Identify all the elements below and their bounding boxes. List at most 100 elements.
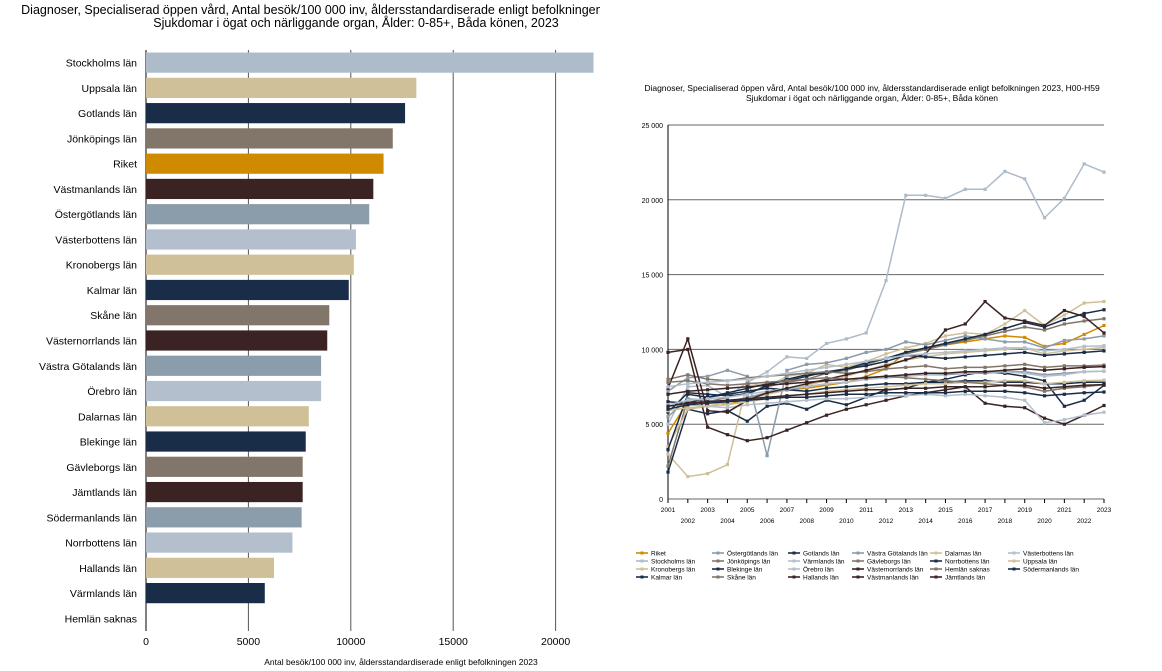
line-point bbox=[924, 377, 928, 381]
line-point bbox=[765, 404, 769, 408]
line-y-tick-label: 10 000 bbox=[642, 347, 664, 354]
line-chart-title: Diagnoser, Specialiserad öppen vård, Ant… bbox=[644, 83, 1100, 93]
line-point bbox=[666, 350, 670, 354]
line-point bbox=[844, 392, 848, 396]
line-point bbox=[884, 382, 888, 386]
bar bbox=[146, 153, 384, 174]
line-point bbox=[963, 337, 967, 341]
bar-category-label: Östergötlands län bbox=[55, 209, 137, 221]
line-point bbox=[983, 353, 987, 357]
line-point bbox=[884, 367, 888, 371]
line-point bbox=[1082, 365, 1086, 369]
legend-item-label: Gotlands län bbox=[803, 551, 840, 558]
line-point bbox=[963, 389, 967, 393]
line-point bbox=[805, 389, 809, 393]
legend-swatch-marker bbox=[640, 559, 644, 563]
line-point bbox=[824, 413, 829, 417]
line-point bbox=[924, 391, 928, 395]
line-point bbox=[1062, 385, 1066, 389]
bar-category-label: Hallands län bbox=[79, 563, 137, 575]
line-point bbox=[963, 355, 967, 359]
line-point bbox=[884, 352, 888, 356]
bar-category-label: Dalarnas län bbox=[78, 411, 137, 423]
line-point bbox=[1082, 162, 1086, 166]
line-point bbox=[924, 346, 928, 350]
line-point bbox=[765, 370, 769, 374]
line-point bbox=[1062, 422, 1066, 426]
line-point bbox=[706, 401, 710, 405]
bar bbox=[146, 355, 322, 376]
line-point bbox=[1102, 331, 1106, 335]
line-point bbox=[706, 392, 710, 396]
line-point bbox=[725, 383, 730, 387]
line-point bbox=[983, 389, 987, 393]
line-x-tick-label: 2015 bbox=[938, 507, 953, 514]
line-point bbox=[824, 376, 829, 380]
line-point bbox=[1102, 323, 1106, 328]
line-point bbox=[943, 196, 948, 200]
line-point bbox=[904, 358, 908, 362]
legend-swatch-marker bbox=[856, 567, 860, 571]
line-point bbox=[706, 380, 710, 384]
line-point bbox=[983, 401, 987, 405]
line-point bbox=[943, 350, 948, 354]
line-point bbox=[904, 193, 908, 197]
line-point bbox=[904, 340, 908, 344]
line-point bbox=[1102, 390, 1106, 394]
bar-x-tick-label: 20000 bbox=[541, 636, 570, 648]
legend-swatch-marker bbox=[792, 551, 796, 555]
line-point bbox=[1042, 368, 1047, 372]
line-point bbox=[706, 377, 710, 381]
legend-item-label: Riket bbox=[651, 551, 666, 558]
line-point bbox=[963, 370, 967, 374]
bar-category-label: Hemlän saknas bbox=[65, 613, 137, 625]
bar-category-label: Kalmar län bbox=[87, 285, 137, 297]
line-point bbox=[1023, 371, 1027, 375]
bar bbox=[146, 557, 274, 578]
bar-category-label: Jönköpings län bbox=[67, 133, 137, 145]
line-point bbox=[983, 337, 987, 341]
line-point bbox=[666, 452, 670, 456]
line-x-tick-label: 2001 bbox=[661, 507, 676, 514]
legend-item-label: Skåne län bbox=[727, 574, 756, 582]
line-point bbox=[904, 391, 908, 395]
line-point bbox=[1082, 319, 1086, 323]
line-point bbox=[666, 389, 670, 393]
line-point bbox=[943, 388, 948, 392]
line-point bbox=[963, 322, 967, 326]
line-point bbox=[884, 391, 888, 395]
line-point bbox=[983, 299, 987, 304]
line-point bbox=[1023, 374, 1027, 378]
line-x-tick-label: 2003 bbox=[700, 507, 715, 514]
bar-x-axis-label: Antal besök/100 000 inv, åldersstandardi… bbox=[264, 657, 538, 667]
line-y-tick-label: 20 000 bbox=[642, 198, 664, 205]
line-point bbox=[745, 403, 749, 407]
line-point bbox=[1082, 344, 1086, 349]
line-point bbox=[805, 395, 809, 399]
line-point bbox=[1042, 379, 1047, 383]
line-point bbox=[1023, 383, 1027, 387]
line-point bbox=[924, 352, 928, 356]
legend-swatch-marker bbox=[934, 575, 938, 579]
line-point bbox=[1102, 365, 1106, 369]
legend-item-label: Blekinge län bbox=[727, 567, 763, 574]
line-x-tick-label: 2013 bbox=[899, 507, 914, 514]
line-point bbox=[666, 422, 670, 426]
line-point bbox=[943, 379, 948, 383]
line-point bbox=[686, 392, 690, 396]
line-point bbox=[1062, 196, 1066, 200]
line-point bbox=[1023, 340, 1027, 344]
line-point bbox=[706, 397, 710, 401]
line-point bbox=[1042, 416, 1047, 420]
line-point bbox=[1082, 311, 1086, 316]
bar-x-tick-label: 0 bbox=[143, 636, 149, 648]
line-point bbox=[686, 373, 690, 377]
line-point bbox=[1003, 352, 1007, 356]
line-point bbox=[884, 398, 888, 402]
legend-swatch-marker bbox=[640, 551, 644, 555]
line-point bbox=[1062, 338, 1066, 343]
line-point bbox=[943, 338, 948, 343]
bar-x-tick-label: 15000 bbox=[439, 636, 468, 648]
bar-category-label: Norrbottens län bbox=[65, 538, 137, 550]
line-point bbox=[666, 448, 670, 452]
